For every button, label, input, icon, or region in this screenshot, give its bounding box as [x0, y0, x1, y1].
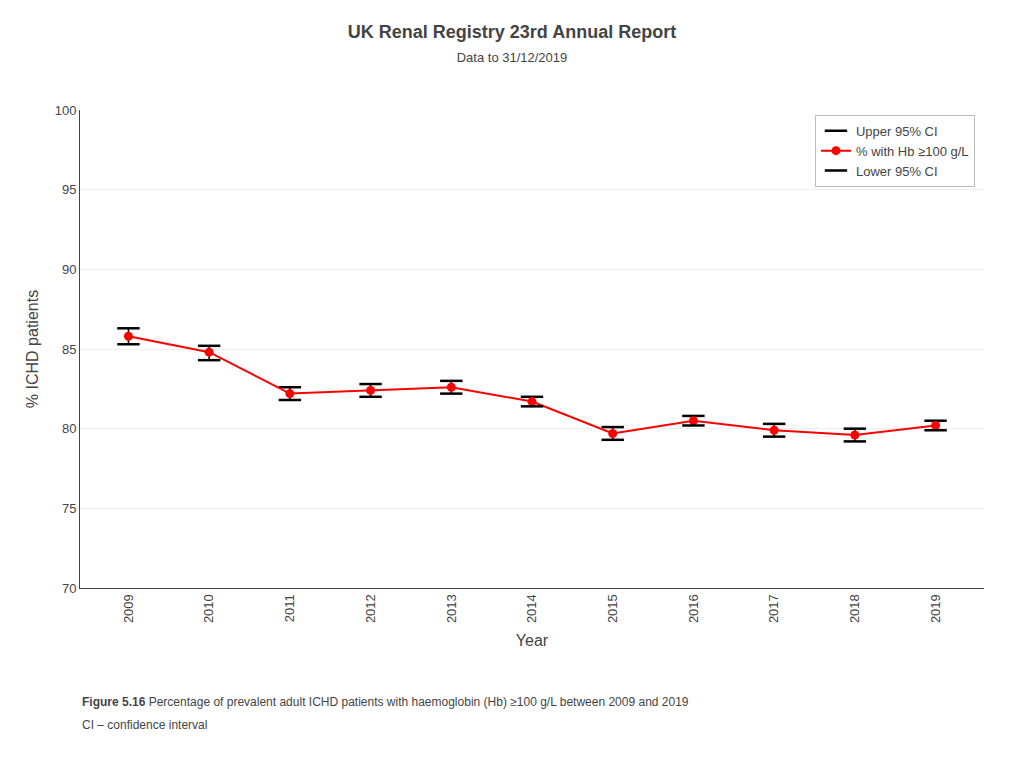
svg-text:% with Hb ≥100 g/L: % with Hb ≥100 g/L: [856, 144, 969, 159]
svg-text:2015: 2015: [605, 594, 620, 623]
svg-text:Figure 5.16 Percentage of prev: Figure 5.16 Percentage of prevalent adul…: [82, 695, 689, 709]
svg-text:UK Renal Registry 23rd Annual: UK Renal Registry 23rd Annual ReportData…: [348, 22, 676, 64]
svg-text:90: 90: [62, 262, 76, 277]
svg-text:2010: 2010: [201, 594, 216, 623]
svg-text:2016: 2016: [686, 594, 701, 623]
svg-text:80: 80: [62, 421, 76, 436]
svg-text:2014: 2014: [524, 594, 539, 623]
svg-text:Upper 95% CI: Upper 95% CI: [856, 124, 938, 139]
svg-text:2018: 2018: [847, 594, 862, 623]
svg-text:2017: 2017: [766, 594, 781, 623]
svg-text:95: 95: [62, 182, 76, 197]
svg-text:2019: 2019: [928, 594, 943, 623]
svg-text:75: 75: [62, 501, 76, 516]
svg-text:CI – confidence interval: CI – confidence interval: [82, 718, 207, 732]
svg-text:85: 85: [62, 342, 76, 357]
svg-text:100: 100: [55, 103, 77, 118]
svg-text:2012: 2012: [363, 594, 378, 623]
svg-text:Lower 95% CI: Lower 95% CI: [856, 164, 938, 179]
svg-text:70: 70: [62, 581, 76, 596]
svg-text:Year: Year: [516, 632, 549, 649]
svg-text:2009: 2009: [121, 594, 136, 623]
svg-text:% ICHD patients: % ICHD patients: [24, 290, 41, 408]
svg-text:2013: 2013: [444, 594, 459, 623]
svg-text:2011: 2011: [282, 594, 297, 622]
